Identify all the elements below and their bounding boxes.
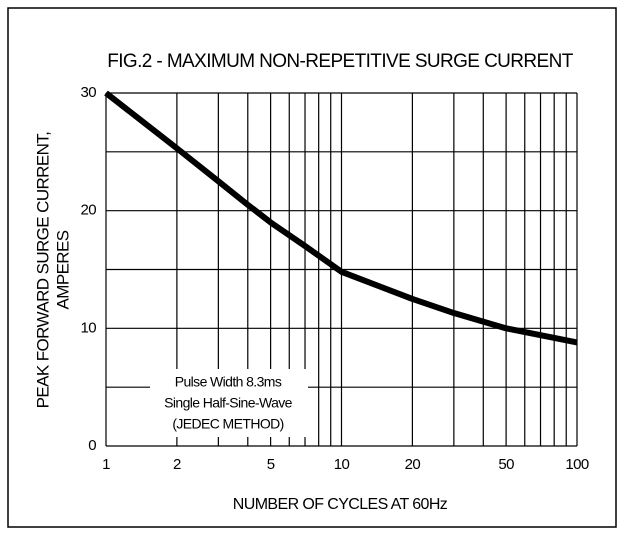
x-tick-label: 10 [334,456,350,473]
x-tick-label: 20 [405,456,421,473]
y-axis-label-line: PEAK FORWARD SURGE CURRENT, [33,132,52,409]
x-tick-label: 2 [173,456,181,473]
annotation-box [150,369,308,437]
x-tick-label: 5 [267,456,275,473]
y-tick-label: 20 [81,202,97,219]
x-tick-label: 50 [498,456,514,473]
x-tick-label: 100 [565,456,588,473]
data-line [104,90,578,346]
y-axis-label: PEAK FORWARD SURGE CURRENT, AMPERES [33,132,72,409]
y-tick-label: 0 [88,437,96,454]
x-tick-label: 1 [102,456,110,473]
annotation-text: Single Half-Sine-Wave [164,395,293,411]
y-tick-label: 30 [81,84,97,101]
chart-title: FIG.2 - MAXIMUM NON-REPETITIVE SURGE CUR… [107,51,574,72]
y-axis-label-line: AMPERES [53,230,72,309]
x-axis-label: NUMBER OF CYCLES AT 60Hz [233,496,448,513]
frame [7,7,617,528]
annotation-text: Pulse Width 8.3ms [175,374,282,390]
y-tick-label: 10 [81,319,97,336]
annotation-text: (JEDEC METHOD) [172,416,283,432]
